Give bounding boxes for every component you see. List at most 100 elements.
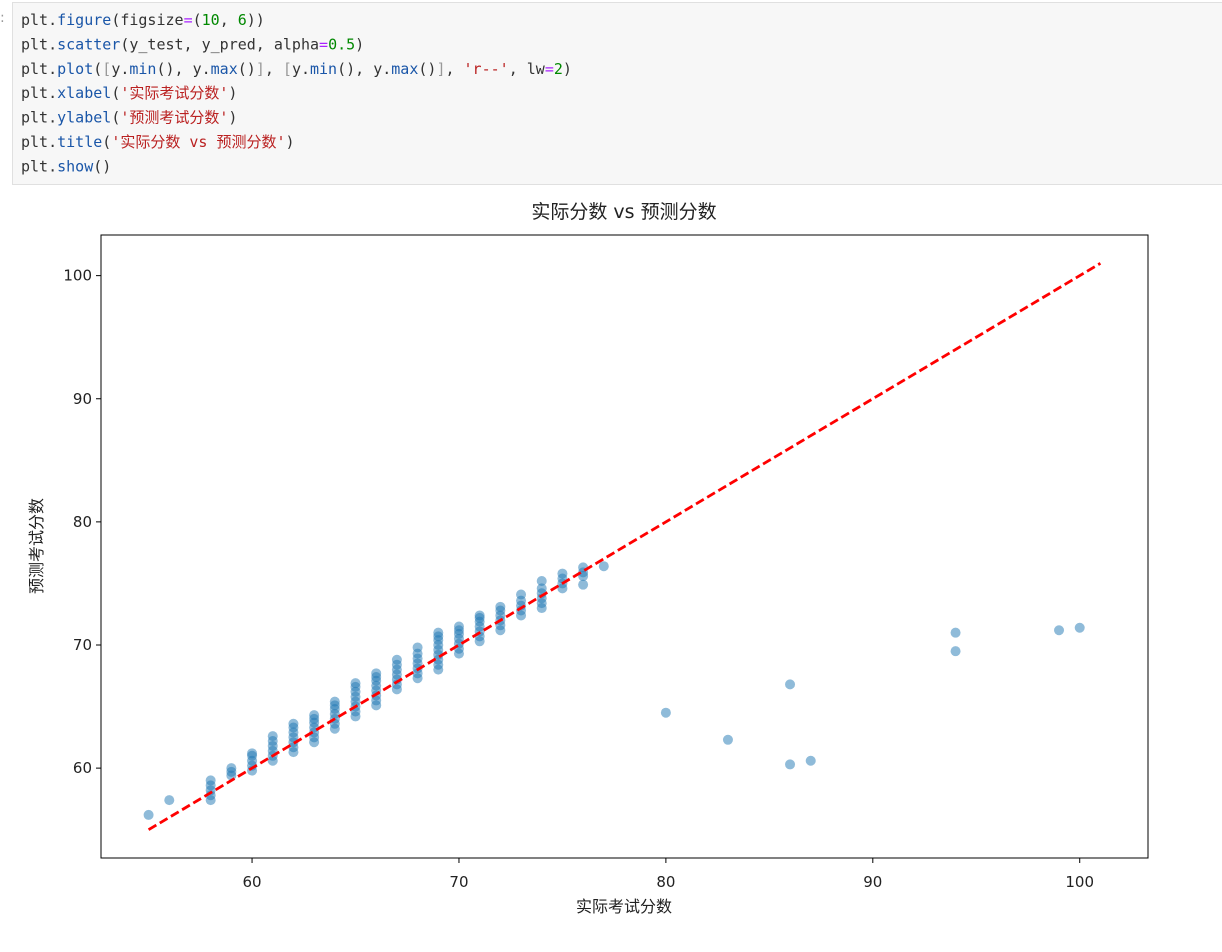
code-token: )	[286, 133, 295, 151]
code-token: '预测考试分数'	[120, 109, 228, 127]
code-token: plt.	[21, 109, 57, 127]
code-token: ]	[436, 60, 445, 78]
code-token: (	[111, 84, 120, 102]
code-token: min	[129, 60, 156, 78]
code-token: (	[193, 11, 202, 29]
code-token: )	[563, 60, 572, 78]
scatter-point	[950, 627, 961, 638]
x-tick-label: 90	[863, 873, 882, 891]
chart-title: 实际分数 vs 预测分数	[531, 201, 716, 223]
code-token: figure	[57, 11, 111, 29]
x-tick-label: 100	[1065, 873, 1094, 891]
y-tick-label: 70	[73, 636, 92, 654]
code-token: ylabel	[57, 109, 111, 127]
code-token: min	[310, 60, 337, 78]
scatter-point	[453, 621, 464, 632]
code-block: plt.figure(figsize=(10, 6))plt.scatter(y…	[21, 11, 572, 175]
scatter-point	[536, 575, 547, 586]
scatter-point	[164, 795, 175, 806]
code-token: plt.	[21, 35, 57, 53]
code-token: '实际考试分数'	[120, 84, 228, 102]
x-tick-label: 70	[449, 873, 468, 891]
code-token: (), y.	[156, 60, 210, 78]
code-token: y.	[292, 60, 310, 78]
scatter-point	[785, 679, 796, 690]
code-token: (	[93, 60, 102, 78]
scatter-point	[205, 775, 216, 786]
code-token: =	[319, 35, 328, 53]
scatter-point	[660, 707, 671, 718]
code-token: 0.5	[328, 35, 355, 53]
scatter-point	[267, 731, 278, 742]
scatter-point	[350, 678, 361, 689]
code-line: plt.scatter(y_test, y_pred, alpha=0.5)	[21, 35, 364, 53]
code-token: xlabel	[57, 84, 111, 102]
scatter-point	[805, 755, 816, 766]
code-token: ]	[256, 60, 265, 78]
scatter-point	[143, 809, 154, 820]
x-tick-label: 80	[656, 873, 675, 891]
scatter-point	[598, 561, 609, 572]
code-token: '实际分数 vs 预测分数'	[111, 133, 285, 151]
scatter-point	[226, 763, 237, 774]
scatter-point	[329, 696, 340, 707]
code-token: (figsize	[111, 11, 183, 29]
code-token: ()	[238, 60, 256, 78]
scatter-point	[412, 642, 423, 653]
y-tick-label: 100	[63, 267, 92, 285]
code-token: ,	[265, 60, 283, 78]
code-token: scatter	[57, 35, 120, 53]
code-token: plot	[57, 60, 93, 78]
scatter-point	[433, 627, 444, 638]
code-line: plt.plot([y.min(), y.max()], [y.min(), y…	[21, 60, 572, 78]
y-tick-label: 80	[73, 513, 92, 531]
scatter-point	[536, 583, 547, 594]
code-token: [	[283, 60, 292, 78]
scatter-point	[1074, 622, 1085, 633]
code-token: ))	[247, 11, 265, 29]
code-line: plt.show()	[21, 157, 111, 175]
code-token: ()	[418, 60, 436, 78]
scatter-point	[1054, 625, 1065, 636]
code-token: )	[355, 35, 364, 53]
code-token: plt.	[21, 133, 57, 151]
scatter-point	[557, 568, 568, 579]
code-token: show	[57, 157, 94, 175]
x-tick-label: 60	[243, 873, 262, 891]
code-token: ,	[445, 60, 463, 78]
y-tick-label: 90	[73, 390, 92, 408]
y-tick-label: 60	[73, 759, 92, 777]
scatter-point	[495, 601, 506, 612]
scatter-point	[391, 654, 402, 665]
scatter-point	[722, 734, 733, 745]
scatter-point	[247, 748, 258, 759]
plot	[143, 262, 1102, 831]
code-token: y.	[111, 60, 129, 78]
code-cell[interactable]	[12, 2, 1222, 185]
scatter-point	[578, 579, 589, 590]
code-token: title	[57, 133, 102, 151]
scatter-point	[371, 668, 382, 679]
scatter-point	[288, 718, 299, 729]
code-token: 'r--'	[464, 60, 509, 78]
code-token: plt.	[21, 60, 57, 78]
code-token: max	[391, 60, 418, 78]
code-token: =	[545, 60, 554, 78]
code-token: )	[228, 109, 237, 127]
prompt: :	[0, 10, 5, 26]
code-token: (), y.	[337, 60, 391, 78]
code-token: 2	[554, 60, 563, 78]
code-token: max	[211, 60, 238, 78]
scatter-point	[309, 710, 320, 721]
code-token: plt.	[21, 84, 57, 102]
reference-line	[147, 262, 1102, 831]
code-line: plt.title('实际分数 vs 预测分数')	[21, 133, 295, 151]
y-axis-label: 预测考试分数	[27, 498, 46, 594]
scatter-point	[785, 759, 796, 770]
scatter-point	[516, 589, 527, 600]
code-line: plt.figure(figsize=(10, 6))	[21, 11, 265, 29]
code-token: (y_test, y_pred, alpha	[120, 35, 319, 53]
code-token: (	[111, 109, 120, 127]
code-token: , lw	[509, 60, 546, 78]
